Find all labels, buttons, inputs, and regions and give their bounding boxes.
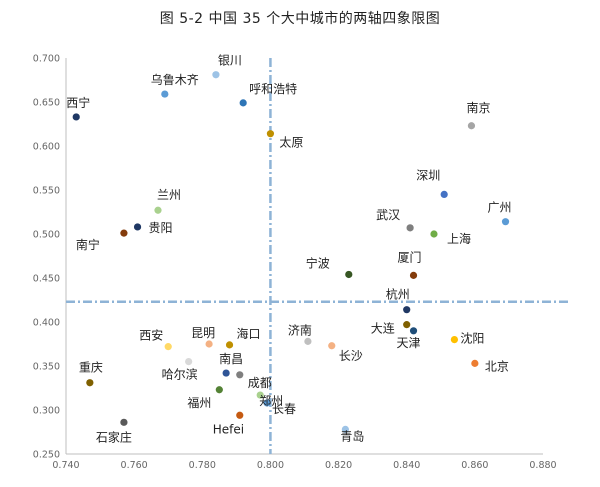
y-tick-label: 0.700: [33, 54, 60, 65]
data-point: [120, 229, 128, 237]
x-tick-label: 0.740: [52, 460, 79, 471]
city-label: 大连: [371, 321, 395, 336]
y-tick-label: 0.250: [33, 450, 60, 461]
x-tick-label: 0.800: [257, 460, 284, 471]
city-label: 上海: [447, 231, 471, 246]
data-point: [120, 418, 128, 426]
data-point: [185, 358, 193, 366]
city-label: 南宁: [76, 237, 100, 252]
city-label: 西宁: [66, 95, 90, 110]
axes: 0.250 0.300 0.350 0.400 0.450 0.500 0.550 0.600…: [33, 54, 557, 472]
city-label: 济南: [288, 322, 312, 337]
city-label: 兰州: [157, 188, 181, 202]
data-point: [164, 343, 172, 351]
city-label: Hefei: [213, 422, 244, 436]
y-tick-label: 0.500: [33, 230, 60, 241]
x-tick-label: 0.760: [121, 460, 148, 471]
data-point: [225, 341, 234, 349]
city-label: 太原: [279, 135, 303, 150]
city-label: 乌鲁木齐: [151, 72, 199, 87]
data-point: [341, 425, 349, 433]
city-label: 杭州: [386, 287, 410, 302]
city-label: 宁波: [306, 255, 330, 270]
y-tick-label: 0.300: [33, 406, 60, 417]
data-point: [154, 206, 162, 214]
data-point: [450, 336, 459, 344]
chart-title: 图 5-2 中国 35 个大中城市的两轴四象限图: [159, 11, 441, 27]
x-tick-label: 0.820: [325, 460, 352, 471]
y-tick-label: 0.400: [33, 318, 60, 329]
city-label: 石家庄: [96, 429, 132, 444]
city-label: 长沙: [339, 349, 363, 363]
city-label: 西安: [139, 328, 163, 343]
city-label: 成都: [248, 376, 272, 390]
data-point: [239, 99, 247, 107]
data-point: [212, 71, 220, 79]
y-tick-label: 0.600: [33, 142, 60, 153]
quadrant-reference-lines: [66, 58, 568, 454]
city-label: 银川: [218, 54, 242, 68]
city-label: 郑州: [259, 393, 283, 408]
city-label: 昆明: [191, 326, 215, 340]
city-label: 天津: [397, 336, 421, 350]
city-label: 海口: [237, 326, 261, 341]
city-label: 武汉: [376, 208, 400, 222]
data-point: [222, 369, 230, 377]
city-label: 北京: [485, 359, 509, 373]
x-tick-label: 0.780: [189, 460, 216, 471]
data-point: [328, 342, 336, 350]
city-label: 福州: [187, 395, 211, 410]
data-point: [467, 122, 476, 130]
data-point: [304, 337, 312, 345]
data-point: [409, 327, 418, 335]
city-label: 哈尔滨: [162, 367, 198, 382]
city-label: 呼和浩特: [249, 81, 297, 96]
x-tick-label: 0.880: [529, 460, 556, 471]
data-point: [266, 130, 275, 138]
data-point: [471, 359, 479, 367]
data-point: [161, 90, 169, 98]
data-point: [133, 223, 142, 231]
data-point: [345, 270, 353, 279]
city-label: 沈阳: [460, 331, 484, 346]
data-point: [403, 321, 411, 329]
city-label: 南昌: [219, 351, 243, 366]
y-tick-label: 0.450: [33, 274, 60, 285]
data-point: [205, 340, 213, 348]
y-tick-label: 0.550: [33, 186, 60, 197]
data-point: [440, 190, 448, 198]
data-point: [215, 386, 223, 394]
data-point: [430, 230, 438, 238]
x-tick-label: 0.840: [393, 460, 420, 471]
data-point: [501, 218, 510, 226]
data-point: [409, 271, 418, 279]
data-point: [256, 391, 264, 399]
x-tick-label: 0.860: [461, 460, 488, 471]
city-label: 重庆: [79, 361, 103, 375]
city-label: 深圳: [416, 168, 440, 182]
y-tick-label: 0.350: [33, 362, 60, 373]
data-point: [406, 224, 414, 232]
data-point: [236, 411, 244, 419]
city-label: 青岛: [340, 428, 364, 443]
city-label: 南京: [466, 100, 490, 115]
data-points: [72, 71, 510, 433]
data-point: [263, 399, 271, 407]
city-label: 厦门: [398, 249, 422, 264]
data-point: [403, 306, 411, 314]
data-point: [86, 379, 94, 387]
data-point: [72, 113, 80, 121]
data-point: [236, 371, 244, 379]
y-tick-label: 0.650: [33, 98, 60, 109]
city-label: 广州: [488, 201, 512, 215]
city-label: 长春: [272, 402, 296, 416]
city-label: 贵阳: [149, 221, 173, 235]
